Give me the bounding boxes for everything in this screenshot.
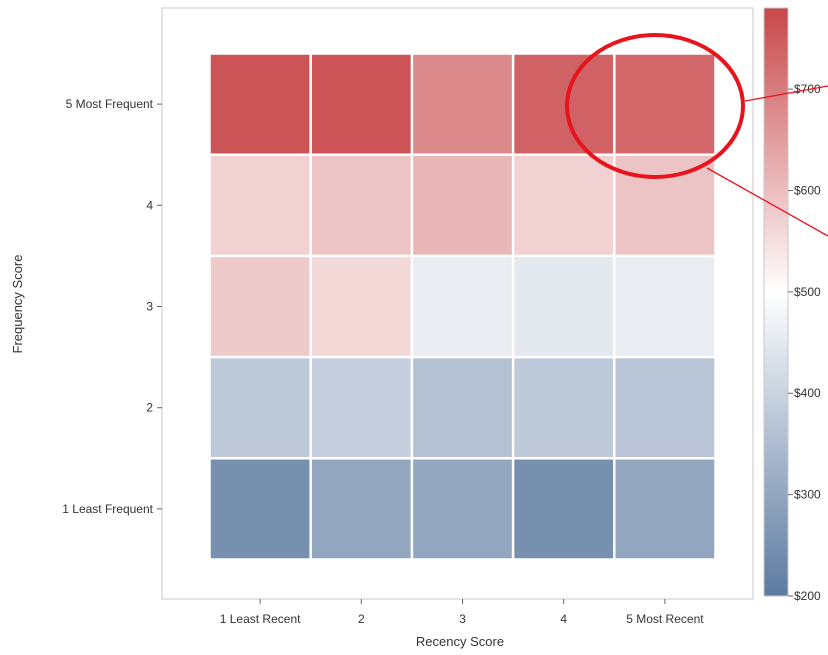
colorbar [763, 7, 789, 597]
y-tick-label: 3 [146, 300, 153, 314]
x-axis-ticks: 1 Least Recent 2 3 4 5 Most Recent [220, 599, 704, 626]
highlight-ellipse [565, 33, 745, 179]
colorbar-tick-label: $600 [794, 183, 821, 197]
heatmap-cell [514, 358, 614, 458]
heatmap-cell [514, 459, 614, 559]
heatmap-cell [514, 155, 614, 255]
heatmap-cell [615, 459, 715, 559]
y-axis-ticks: 1 Least Frequent 2 3 4 5 Most Frequent [62, 97, 162, 516]
colorbar-ticks: $200$300$400$500$600$700 [788, 82, 821, 603]
heatmap-cell [615, 358, 715, 458]
colorbar-tick-label: $400 [794, 386, 821, 400]
callout-line-top [744, 85, 828, 102]
x-tick-label: 1 Least Recent [220, 612, 301, 626]
heatmap-cell [514, 257, 614, 356]
x-axis-label: Recency Score [416, 634, 504, 649]
y-axis-label: Frequency Score [10, 255, 25, 354]
heatmap-cell [311, 257, 411, 356]
heatmap-cell [210, 257, 310, 356]
heatmap-cell [210, 459, 310, 559]
x-tick-label: 5 Most Recent [626, 612, 704, 626]
heatmap-cell [311, 459, 411, 559]
y-tick-label: 5 Most Frequent [66, 97, 154, 111]
x-tick-label: 3 [459, 612, 466, 626]
heatmap-cell [413, 459, 512, 559]
colorbar-tick-label: $500 [794, 285, 821, 299]
x-tick-label: 2 [358, 612, 365, 626]
x-tick-label: 4 [560, 612, 567, 626]
y-tick-label: 2 [146, 401, 153, 415]
y-tick-label: 1 Least Frequent [62, 502, 153, 516]
heatmap-cell [615, 257, 715, 356]
heatmap-cell [311, 155, 411, 255]
y-tick-label: 4 [146, 198, 153, 212]
heatmap-cell [514, 54, 614, 154]
heatmap-cell [413, 358, 512, 458]
heatmap-cell [413, 155, 512, 255]
colorbar-tick-label: $300 [794, 488, 821, 502]
heatmap-cell [615, 54, 715, 154]
colorbar-tick-label: $200 [794, 589, 821, 603]
heatmap-cells [210, 54, 715, 559]
heatmap-cell [413, 257, 512, 356]
heatmap-cell [311, 358, 411, 458]
heatmap-cell [210, 54, 310, 154]
heatmap-cell [413, 54, 512, 154]
callout-line-bottom [706, 167, 828, 237]
heatmap-cell [210, 155, 310, 255]
heatmap-cell [210, 358, 310, 458]
heatmap-cell [311, 54, 411, 154]
heatmap-cell [615, 155, 715, 255]
